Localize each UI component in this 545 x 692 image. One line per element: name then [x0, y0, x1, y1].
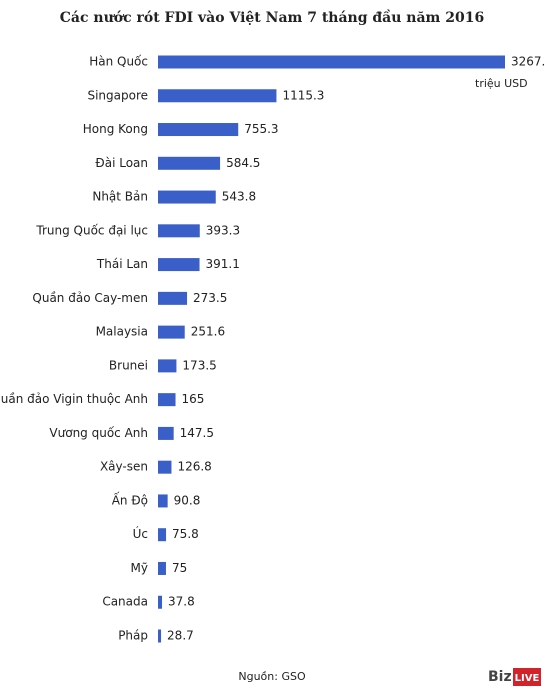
value-label: 1115.3	[282, 88, 324, 102]
value-label: 126.8	[177, 460, 211, 474]
value-label: 584.5	[226, 156, 260, 170]
bar	[158, 528, 167, 542]
category-label: Brunei	[109, 358, 148, 372]
bar	[158, 629, 162, 643]
value-label: 3267.4	[511, 55, 545, 69]
logo: Biz LIVE	[488, 668, 541, 686]
category-label: Quần đảo Vigin thuộc Anh	[0, 392, 148, 406]
value-label: 393.3	[206, 223, 240, 237]
category-label: Singapore	[87, 88, 148, 102]
unit-note: triệu USD	[475, 77, 528, 90]
category-label: Đài Loan	[95, 156, 148, 170]
category-label: Vương quốc Anh	[49, 426, 148, 440]
logo-left: Biz	[488, 669, 512, 685]
category-label: Quần đảo Cay-men	[32, 291, 148, 305]
value-label: 173.5	[182, 358, 216, 372]
bar	[158, 190, 216, 204]
logo-box	[513, 668, 541, 686]
category-label: Hong Kong	[83, 122, 148, 136]
bar	[158, 359, 177, 373]
category-label: Canada	[102, 595, 148, 609]
value-label: 75.8	[172, 527, 199, 541]
category-label: Ấn Độ	[112, 491, 148, 507]
value-label: 147.5	[180, 426, 214, 440]
chart-title: Các nước rót FDI vào Việt Nam 7 tháng đầ…	[60, 9, 484, 26]
value-label: 75	[172, 561, 187, 575]
bar	[158, 393, 176, 407]
bar	[158, 595, 163, 609]
value-label: 755.3	[244, 122, 278, 136]
category-label: Nhật Bản	[92, 190, 148, 204]
category-label: Úc	[133, 526, 148, 541]
value-label: 37.8	[168, 595, 195, 609]
bar	[158, 561, 166, 575]
bar	[158, 123, 239, 137]
category-label: Xây-sen	[100, 460, 148, 474]
bar	[158, 325, 185, 339]
category-label: Malaysia	[96, 325, 148, 339]
value-label: 28.7	[167, 629, 194, 643]
value-label: 543.8	[222, 190, 256, 204]
category-label: Pháp	[118, 629, 148, 643]
bar	[158, 224, 200, 238]
category-label: Thái Lan	[96, 257, 148, 271]
bar	[158, 156, 221, 170]
value-label: 251.6	[191, 325, 225, 339]
bar	[158, 55, 505, 69]
value-label: 90.8	[174, 493, 201, 507]
bar	[158, 258, 200, 272]
value-label: 165	[182, 392, 205, 406]
bar	[158, 291, 188, 305]
bar	[158, 460, 172, 474]
bar	[158, 426, 174, 440]
logo-right: LIVE	[515, 673, 540, 684]
value-label: 273.5	[193, 291, 227, 305]
category-label: Trung Quốc đại lục	[35, 223, 148, 237]
category-label: Mỹ	[131, 561, 148, 575]
bar	[158, 494, 168, 508]
bar	[158, 89, 277, 103]
category-label: Hàn Quốc	[89, 55, 148, 69]
source: Nguồn: GSO	[238, 670, 306, 683]
value-label: 391.1	[206, 257, 240, 271]
